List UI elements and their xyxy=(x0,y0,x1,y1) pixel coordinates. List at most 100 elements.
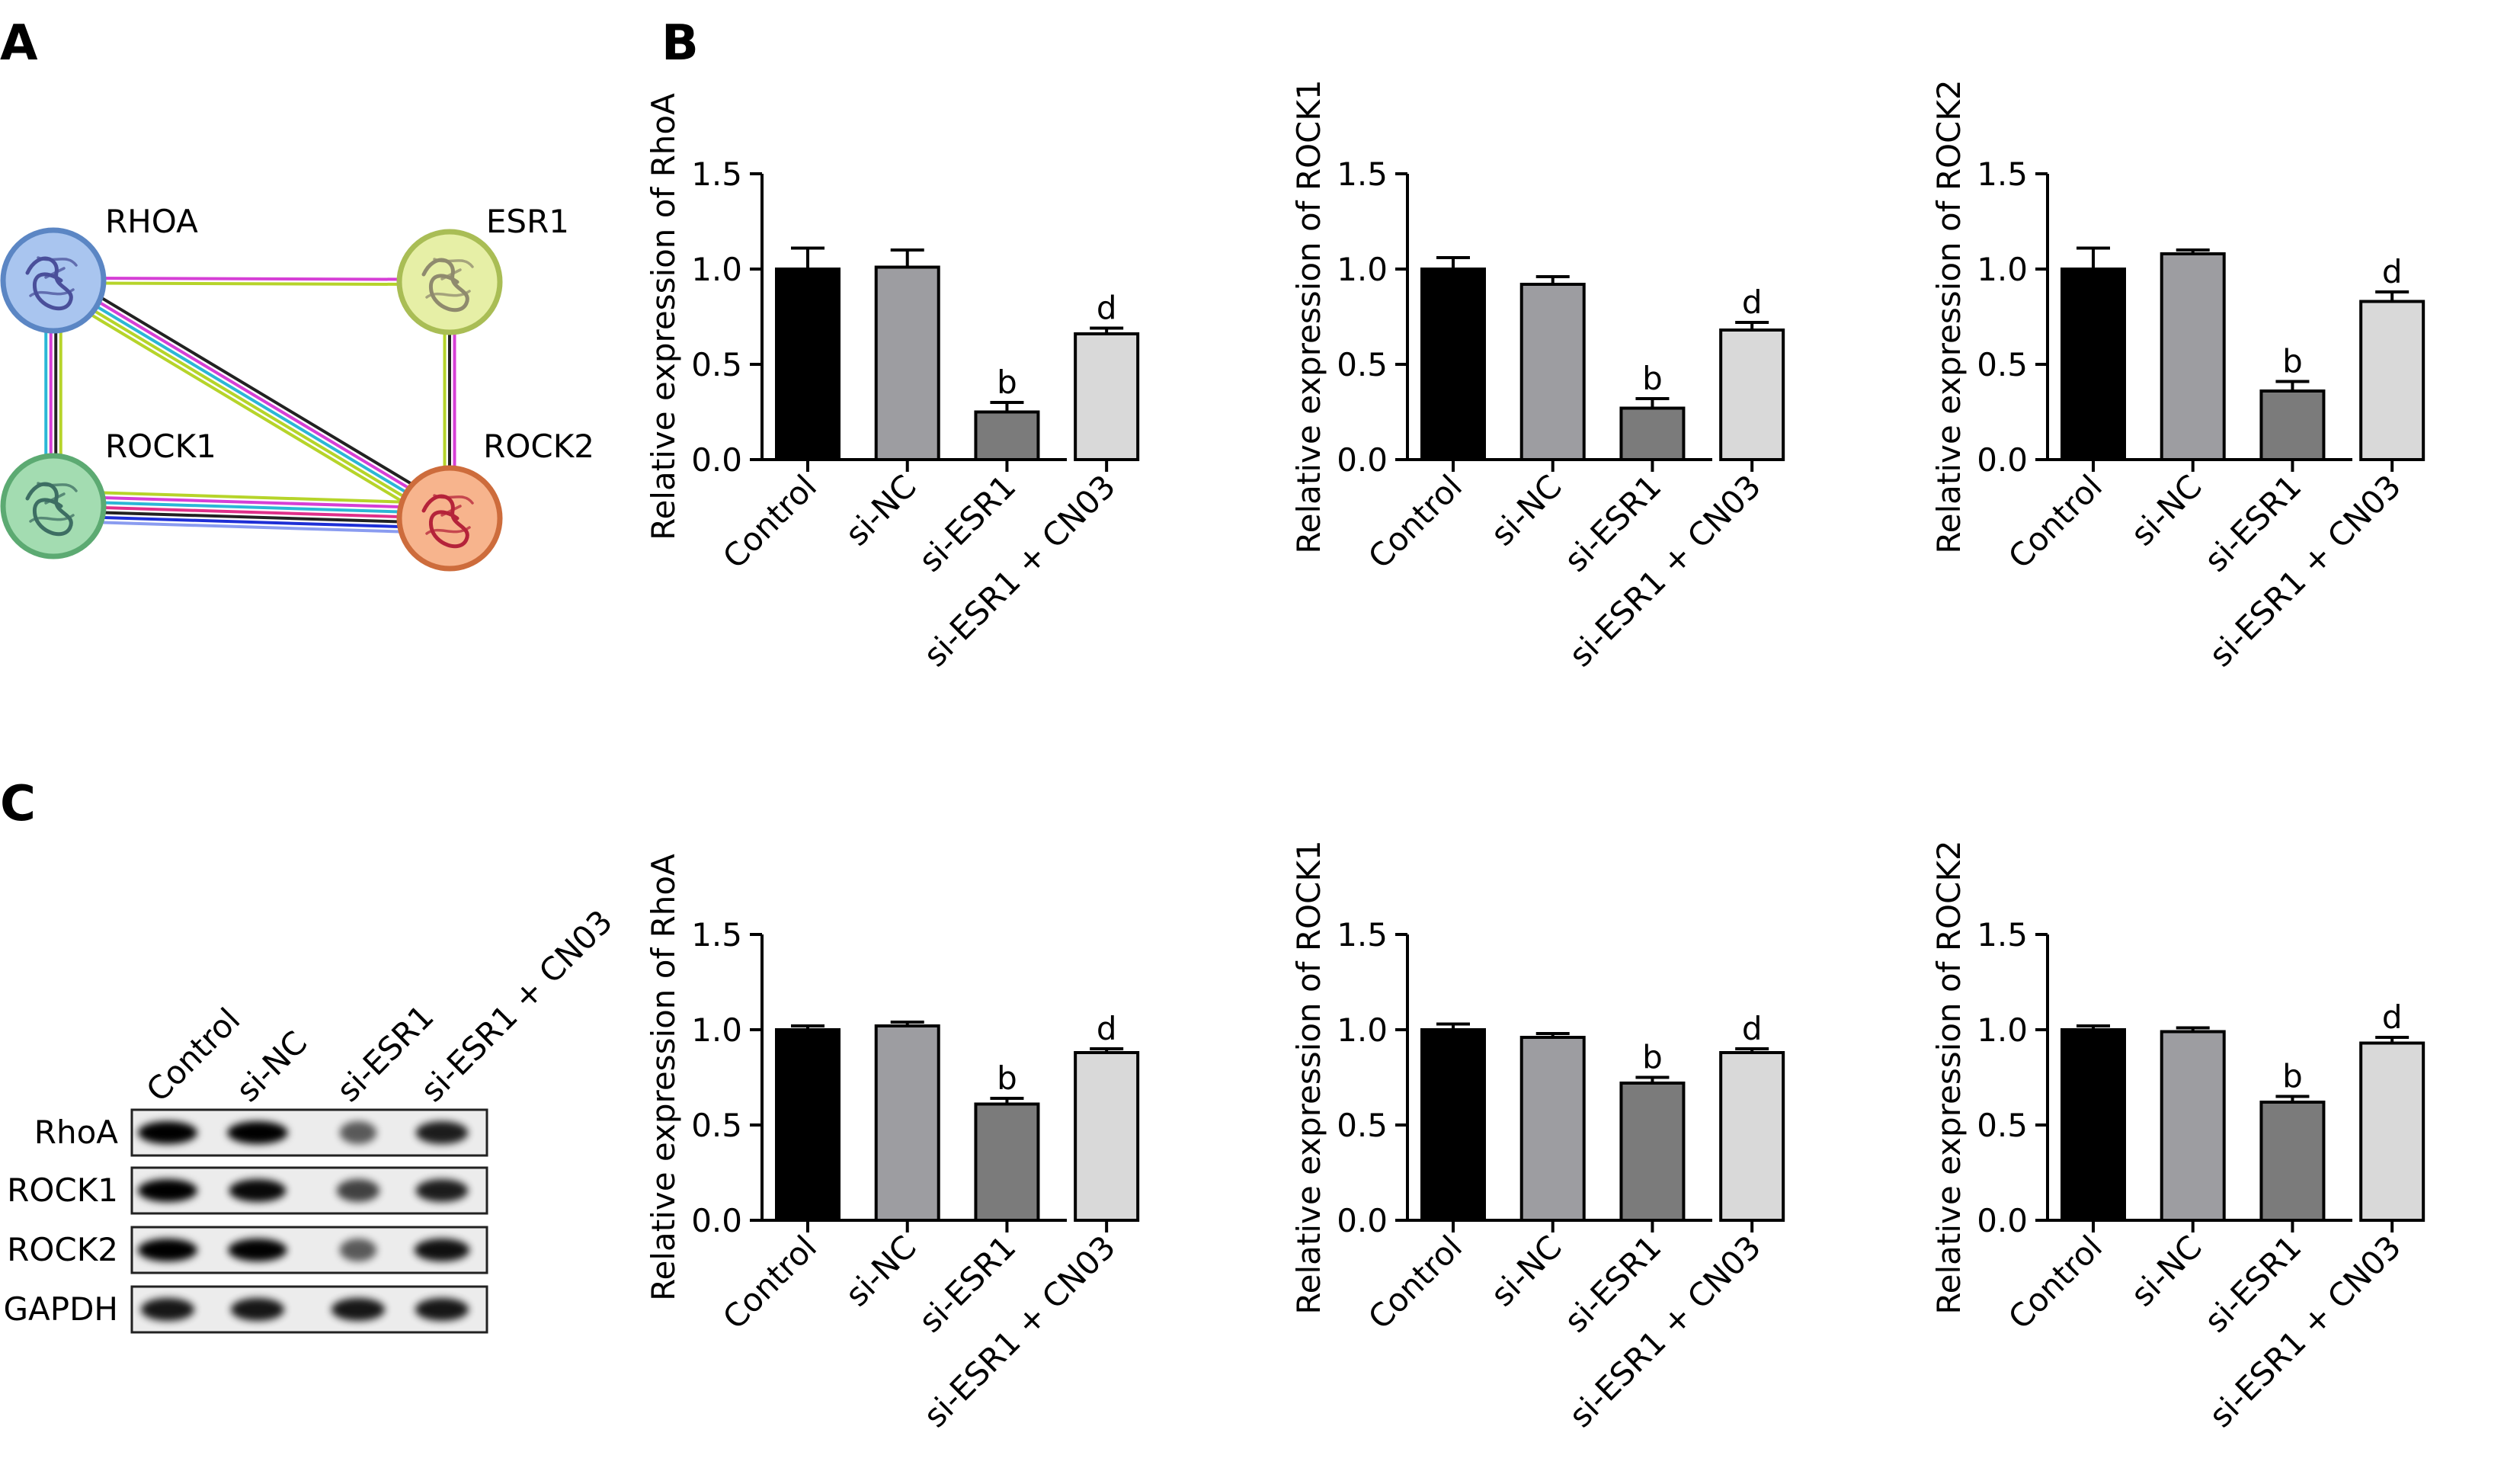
blot-band-rhoa-si-esr1-cn03 xyxy=(415,1121,469,1144)
network-edge-rock1-rock2-line-6 xyxy=(53,519,450,535)
chart-2-bar-si-nc xyxy=(1519,283,1586,461)
protein-ribbon-esr1-b xyxy=(425,258,474,299)
chart-6-annotation-si-esr1-cn03: d xyxy=(2382,998,2403,1036)
network-label-rock2: ROCK2 xyxy=(483,428,594,465)
chart-5-bar-si-esr1-cn03 xyxy=(1719,1051,1785,1222)
chart-2-bar-control xyxy=(1420,268,1486,461)
chart-6-x-tick-label-si-nc: si-NC xyxy=(2124,1228,2209,1313)
chart-2-bar-si-esr1-cn03 xyxy=(1719,329,1785,461)
chart-6-bar-si-nc xyxy=(2160,1030,2226,1222)
chart-1-bar-si-esr1-cn03 xyxy=(1074,332,1140,461)
chart-1-annotation-si-esr1-cn03: d xyxy=(1097,290,1117,327)
chart-6-x-tick-label-control: Control xyxy=(2001,1228,2109,1336)
chart-5-y-axis-label: Relative expression of ROCK1 xyxy=(1290,840,1327,1314)
blot-row-label-rhoa: RhoA xyxy=(34,1114,118,1151)
chart-6-y-axis-label: Relative expression of ROCK2 xyxy=(1930,840,1968,1314)
network-edge-rock1-rock2-line-0 xyxy=(53,489,450,505)
blot-row-label-rock1: ROCK1 xyxy=(7,1171,118,1209)
protein-structure-icon-rhoa xyxy=(25,256,78,311)
network-node-rhoa xyxy=(0,227,107,334)
chart-2-x-tick-label-control: Control xyxy=(1361,467,1469,575)
blot-band-gapdh-si-nc xyxy=(230,1298,285,1321)
blot-lane-label-si-esr1-cn03: si-ESR1 + CN03 xyxy=(413,902,620,1109)
bar-charts: Relative expression of RhoA 0.00.51.01.5C… xyxy=(645,79,2426,1434)
chart-2-x-tick-label-si-nc: si-NC xyxy=(1484,467,1569,553)
chart-5-annotation-si-esr1-cn03: d xyxy=(1742,1010,1763,1047)
chart-4-x-tick-label-si-nc: si-NC xyxy=(838,1228,924,1313)
blot-band-rock1-si-nc xyxy=(229,1179,287,1202)
network-label-esr1: ESR1 xyxy=(486,203,569,240)
blot-band-rock2-si-nc xyxy=(228,1239,287,1261)
chart-3-y-axis-label: Relative expression of ROCK2 xyxy=(1930,79,1968,553)
chart-2-y-tick-label-3: 1.5 xyxy=(1337,155,1388,193)
chart-6-bar-si-esr1 xyxy=(2259,1101,2326,1222)
blot-row-label-rock2: ROCK2 xyxy=(7,1231,118,1268)
blot-band-rock1-control xyxy=(138,1179,197,1202)
network-edge-rock1-rock2-line-4 xyxy=(53,509,450,525)
chart-3-x-tick-label-si-esr1-cn03: si-ESR1 + CN03 xyxy=(2201,467,2408,674)
network-nodes: RHOA ESR1 ROCK1 ROCK2 xyxy=(0,203,594,572)
network-label-rock1: ROCK1 xyxy=(105,428,216,465)
blot-lane-label-si-nc: si-NC xyxy=(229,1024,314,1109)
chart-5-bar-control xyxy=(1420,1028,1486,1222)
blot-band-rock2-control xyxy=(138,1239,197,1261)
chart-3-bar-si-esr1-cn03 xyxy=(2359,300,2426,461)
chart-2-annotation-si-esr1-cn03: d xyxy=(1742,284,1763,321)
chart-6-y-tick-label-1: 0.5 xyxy=(1977,1107,2028,1144)
network-edge-rhoa-rock2-line-4 xyxy=(47,287,446,528)
network-edge-rock1-rock2-line-2 xyxy=(53,499,450,515)
chart-6-y-tick-label-0: 0.0 xyxy=(1977,1202,2028,1239)
network-edge-rhoa-rock2-line-2 xyxy=(52,279,451,520)
chart-5-x-tick-label-si-nc: si-NC xyxy=(1484,1228,1569,1313)
chart-1-y-axis-label: Relative expression of RhoA xyxy=(645,93,682,540)
chart-4-y-tick-label-1: 0.5 xyxy=(691,1107,742,1144)
blot-band-rock2-si-esr1-cn03 xyxy=(414,1239,470,1261)
protein-ribbon-rock2-b xyxy=(425,494,474,535)
chart-6-bar-si-esr1-cn03 xyxy=(2359,1041,2426,1222)
chart-2-bar-si-esr1 xyxy=(1619,406,1686,461)
chart-3-y-tick-label-3: 1.5 xyxy=(1977,155,2028,193)
chart-3-x-tick-label-control: Control xyxy=(2001,467,2109,575)
chart-5-y-tick-label-1: 0.5 xyxy=(1337,1107,1388,1144)
chart-1-x-tick-label-si-nc: si-NC xyxy=(838,467,924,553)
protein-structure-icon-rock1 xyxy=(25,482,78,537)
chart-6: Relative expression of ROCK2 0.0 0.5 1.0 1.5… xyxy=(1930,840,2426,1434)
chart-5-y-tick-label-2: 1.0 xyxy=(1337,1011,1388,1049)
chart-3-bar-si-esr1 xyxy=(2259,389,2326,461)
panel-label-c: C xyxy=(0,776,36,832)
chart-1-x-tick-label-control: Control xyxy=(716,467,824,575)
chart-4-y-axis-label: Relative expression of RhoA xyxy=(645,854,682,1301)
chart-1: Relative expression of RhoA 0.0 0.5 1.0 1.5 C… xyxy=(645,93,1140,674)
chart-2-y-tick-label-2: 1.0 xyxy=(1337,251,1388,288)
network-edge-rhoa-rock2-line-1 xyxy=(55,274,453,516)
chart-2-y-axis-label: Relative expression of ROCK1 xyxy=(1290,79,1327,553)
network-edges xyxy=(44,271,456,535)
chart-1-y-tick-label-0: 0.0 xyxy=(691,441,742,479)
chart-4-y-tick-label-0: 0.0 xyxy=(691,1202,742,1239)
chart-4-bar-si-esr1 xyxy=(974,1102,1040,1222)
blot-band-gapdh-si-esr1 xyxy=(331,1298,386,1321)
protein-structure-icon-rock2 xyxy=(421,494,474,549)
chart-4-y-tick-label-3: 1.5 xyxy=(691,916,742,954)
network-edge-rhoa-esr1-line-1 xyxy=(53,281,450,287)
blot-band-rock2-si-esr1 xyxy=(339,1239,377,1261)
network-edge-rock1-rock2-line-3 xyxy=(53,505,450,520)
protein-network: RHOA ESR1 ROCK1 ROCK2 xyxy=(0,203,594,572)
network-edge-rock1-rock2-line-5 xyxy=(53,514,450,530)
chart-4-x-tick-label-si-esr1-cn03: si-ESR1 + CN03 xyxy=(916,1228,1122,1434)
panel-label-a: A xyxy=(0,15,38,72)
chart-2-y-tick-label-1: 0.5 xyxy=(1337,346,1388,383)
chart-5-x-tick-label-si-esr1-cn03: si-ESR1 + CN03 xyxy=(1561,1228,1768,1434)
blot-band-rock1-si-esr1-cn03 xyxy=(415,1179,469,1202)
chart-1-bar-si-esr1 xyxy=(974,410,1040,461)
chart-4-x-tick-label-control: Control xyxy=(716,1228,824,1336)
protein-ribbon-rock1-b xyxy=(29,482,78,523)
protein-structure-icon-esr1 xyxy=(421,258,474,313)
chart-3-y-tick-label-0: 0.0 xyxy=(1977,441,2028,479)
blot-lane-label-control: Control xyxy=(139,1001,247,1109)
network-edge-rhoa-rock2-line-3 xyxy=(50,283,448,524)
network-node-esr1 xyxy=(396,229,503,335)
chart-2-y-tick-label-0: 0.0 xyxy=(1337,441,1388,479)
chart-4-y-tick-label-2: 1.0 xyxy=(691,1011,742,1049)
blot-band-rhoa-control xyxy=(138,1121,197,1144)
